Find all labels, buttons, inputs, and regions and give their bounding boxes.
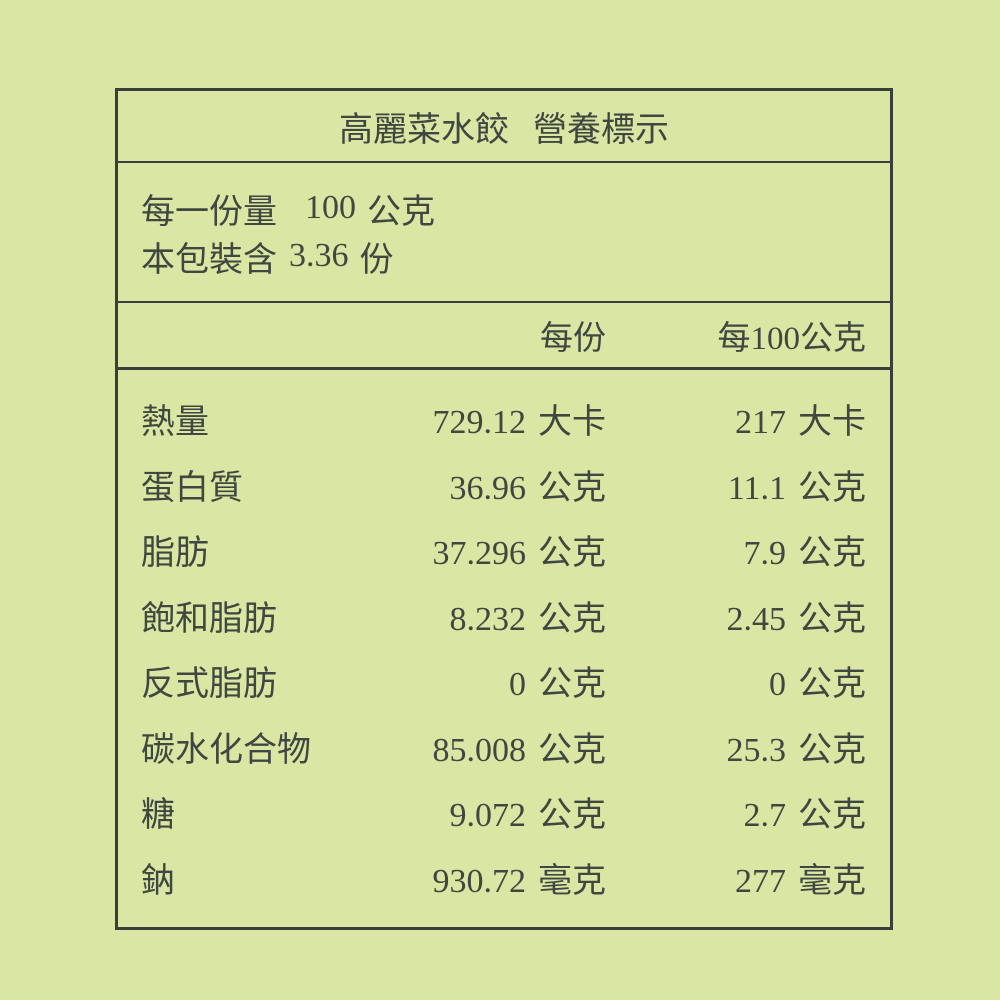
table-row: 熱量 729.12 大卡 217 大卡 xyxy=(118,386,890,452)
nutrient-name: 反式脂肪 xyxy=(141,666,277,704)
per-serving-cell: 729.12 大卡 xyxy=(371,394,607,443)
per-100g-unit: 大卡 xyxy=(798,404,866,442)
table-row: 反式脂肪 0 公克 0 公克 xyxy=(118,648,890,714)
per-serving-value: 37.296 xyxy=(432,535,527,573)
per-100g-unit: 公克 xyxy=(798,731,866,769)
per-100g-cell: 2.7 公克 xyxy=(606,787,867,836)
table-body: 熱量 729.12 大卡 217 大卡 蛋白質 36.96 公克 11.1 公克 脂肪 … xyxy=(118,370,890,910)
package-servings-row: 本包裝含 3.36 份 xyxy=(141,232,890,280)
serving-size-unit: 公克 xyxy=(367,193,435,231)
per-100g-value: 7.9 xyxy=(743,535,787,573)
per-serving-unit: 公克 xyxy=(538,535,606,573)
per-100g-unit: 毫克 xyxy=(798,862,866,900)
per-100g-cell: 11.1 公克 xyxy=(606,460,866,509)
nutrient-name: 飽和脂肪 xyxy=(141,600,277,638)
column-header-per-serving: 每份 xyxy=(540,321,606,357)
per-100g-value: 2.45 xyxy=(726,600,787,638)
per-100g-value: 277 xyxy=(735,862,786,900)
per-100g-cell: 277 毫克 xyxy=(606,853,866,902)
nutrient-name: 脂肪 xyxy=(141,535,209,573)
table-row: 碳水化合物 85.008 公克 25.3 公克 xyxy=(118,714,890,780)
per-serving-cell: 85.008 公克 xyxy=(371,722,607,771)
label-title: 高麗菜水餃 營養標示 xyxy=(118,91,890,163)
table-row: 脂肪 37.296 公克 7.9 公克 xyxy=(118,517,890,583)
per-100g-cell: 217 大卡 xyxy=(606,394,866,443)
per-100g-cell: 7.9 公克 xyxy=(606,525,867,574)
per-100g-unit: 公克 xyxy=(798,666,866,704)
per-serving-unit: 毫克 xyxy=(538,862,606,900)
table-header-row: 每份 每100公克 xyxy=(118,303,890,370)
per-serving-unit: 公克 xyxy=(538,731,606,769)
table-row: 糖 9.072 公克 2.7 公克 xyxy=(118,779,890,845)
per-serving-unit: 公克 xyxy=(538,600,606,638)
table-row: 蛋白質 36.96 公克 11.1 公克 xyxy=(118,452,890,518)
package-servings-label: 本包裝含 xyxy=(141,241,277,279)
per-100g-unit: 公克 xyxy=(798,797,866,835)
package-servings-value: 3.36 xyxy=(289,237,349,274)
per-serving-value: 9.072 xyxy=(449,797,527,835)
per-100g-value: 217 xyxy=(735,404,786,442)
nutrient-name: 糖 xyxy=(141,797,175,835)
per-serving-cell: 37.296 公克 xyxy=(371,525,607,574)
serving-size-label: 每一份量 xyxy=(141,193,277,231)
per-100g-unit: 公克 xyxy=(798,469,866,507)
per-serving-unit: 公克 xyxy=(538,469,606,507)
nutrient-name: 碳水化合物 xyxy=(141,731,311,769)
per-serving-value: 8.232 xyxy=(449,600,527,638)
per-serving-unit: 公克 xyxy=(538,666,606,704)
label-type: 營養標示 xyxy=(533,111,669,149)
table-row: 鈉 930.72 毫克 277 毫克 xyxy=(118,845,890,911)
per-serving-cell: 8.232 公克 xyxy=(371,591,607,640)
per-serving-cell: 9.072 公克 xyxy=(371,787,607,836)
nutrient-name: 熱量 xyxy=(141,404,209,442)
serving-info-section: 每一份量 100 公克 本包裝含 3.36 份 xyxy=(118,163,890,303)
per-100g-value: 0 xyxy=(769,666,786,704)
per-serving-value: 930.72 xyxy=(432,862,527,900)
product-name: 高麗菜水餃 xyxy=(339,111,509,149)
per-100g-value: 11.1 xyxy=(727,469,786,507)
per-100g-value: 2.7 xyxy=(743,797,787,835)
nutrient-name: 蛋白質 xyxy=(141,469,243,507)
per-serving-unit: 大卡 xyxy=(538,404,606,442)
per-100g-cell: 0 公克 xyxy=(606,656,866,705)
serving-size-row: 每一份量 100 公克 xyxy=(141,184,890,232)
per-100g-unit: 公克 xyxy=(798,600,866,638)
serving-size-value: 100 xyxy=(305,189,356,226)
per-100g-unit: 公克 xyxy=(798,535,866,573)
per-serving-value: 85.008 xyxy=(432,731,527,769)
per-serving-cell: 36.96 公克 xyxy=(371,460,607,509)
per-100g-cell: 2.45 公克 xyxy=(606,591,867,640)
package-servings-unit: 份 xyxy=(359,241,394,279)
table-row: 飽和脂肪 8.232 公克 2.45 公克 xyxy=(118,583,890,649)
per-100g-cell: 25.3 公克 xyxy=(606,722,867,771)
column-header-per-100g: 每100公克 xyxy=(717,321,867,357)
per-serving-value: 36.96 xyxy=(449,469,527,507)
nutrient-name: 鈉 xyxy=(141,862,175,900)
per-100g-value: 25.3 xyxy=(726,731,787,769)
per-serving-value: 729.12 xyxy=(432,404,527,442)
per-serving-cell: 930.72 毫克 xyxy=(371,853,607,902)
per-serving-value: 0 xyxy=(509,666,526,704)
nutrition-label-box: 高麗菜水餃 營養標示 每一份量 100 公克 本包裝含 3.36 份 每份 每1… xyxy=(115,88,893,930)
per-serving-cell: 0 公克 xyxy=(371,656,606,705)
per-serving-unit: 公克 xyxy=(538,797,606,835)
